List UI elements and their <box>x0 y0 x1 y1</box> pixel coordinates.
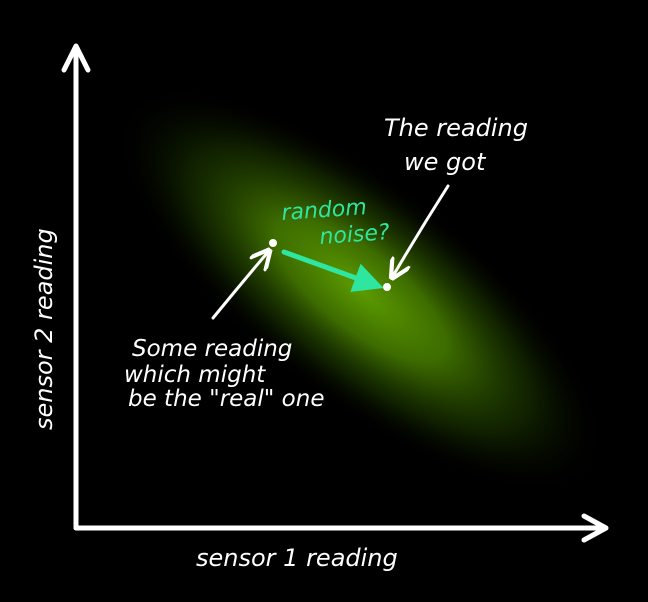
real-label-line1: Some reading <box>132 336 292 362</box>
observed-pointer-arrow <box>393 184 450 276</box>
real-pointer-arrow <box>211 252 268 320</box>
x-axis-arrowhead <box>581 513 609 543</box>
noise-label-line1: random <box>281 195 368 226</box>
y-axis-arrowhead <box>61 43 91 73</box>
noise-label-line2: noise? <box>319 220 391 250</box>
y-axis-label: sensor 2 reading <box>30 228 58 430</box>
observed-reading-point <box>383 283 391 291</box>
axes <box>61 43 609 543</box>
real-label-line3: be the "real" one <box>128 386 324 412</box>
x-axis-label: sensor 1 reading <box>196 544 398 572</box>
density-glow <box>114 85 606 495</box>
observed-label-line1: The reading <box>384 114 528 142</box>
observed-label-line2: we got <box>404 148 487 176</box>
noise-arrow <box>281 249 384 292</box>
real-reading-point <box>269 239 277 247</box>
real-label-line2: which might <box>124 362 266 388</box>
